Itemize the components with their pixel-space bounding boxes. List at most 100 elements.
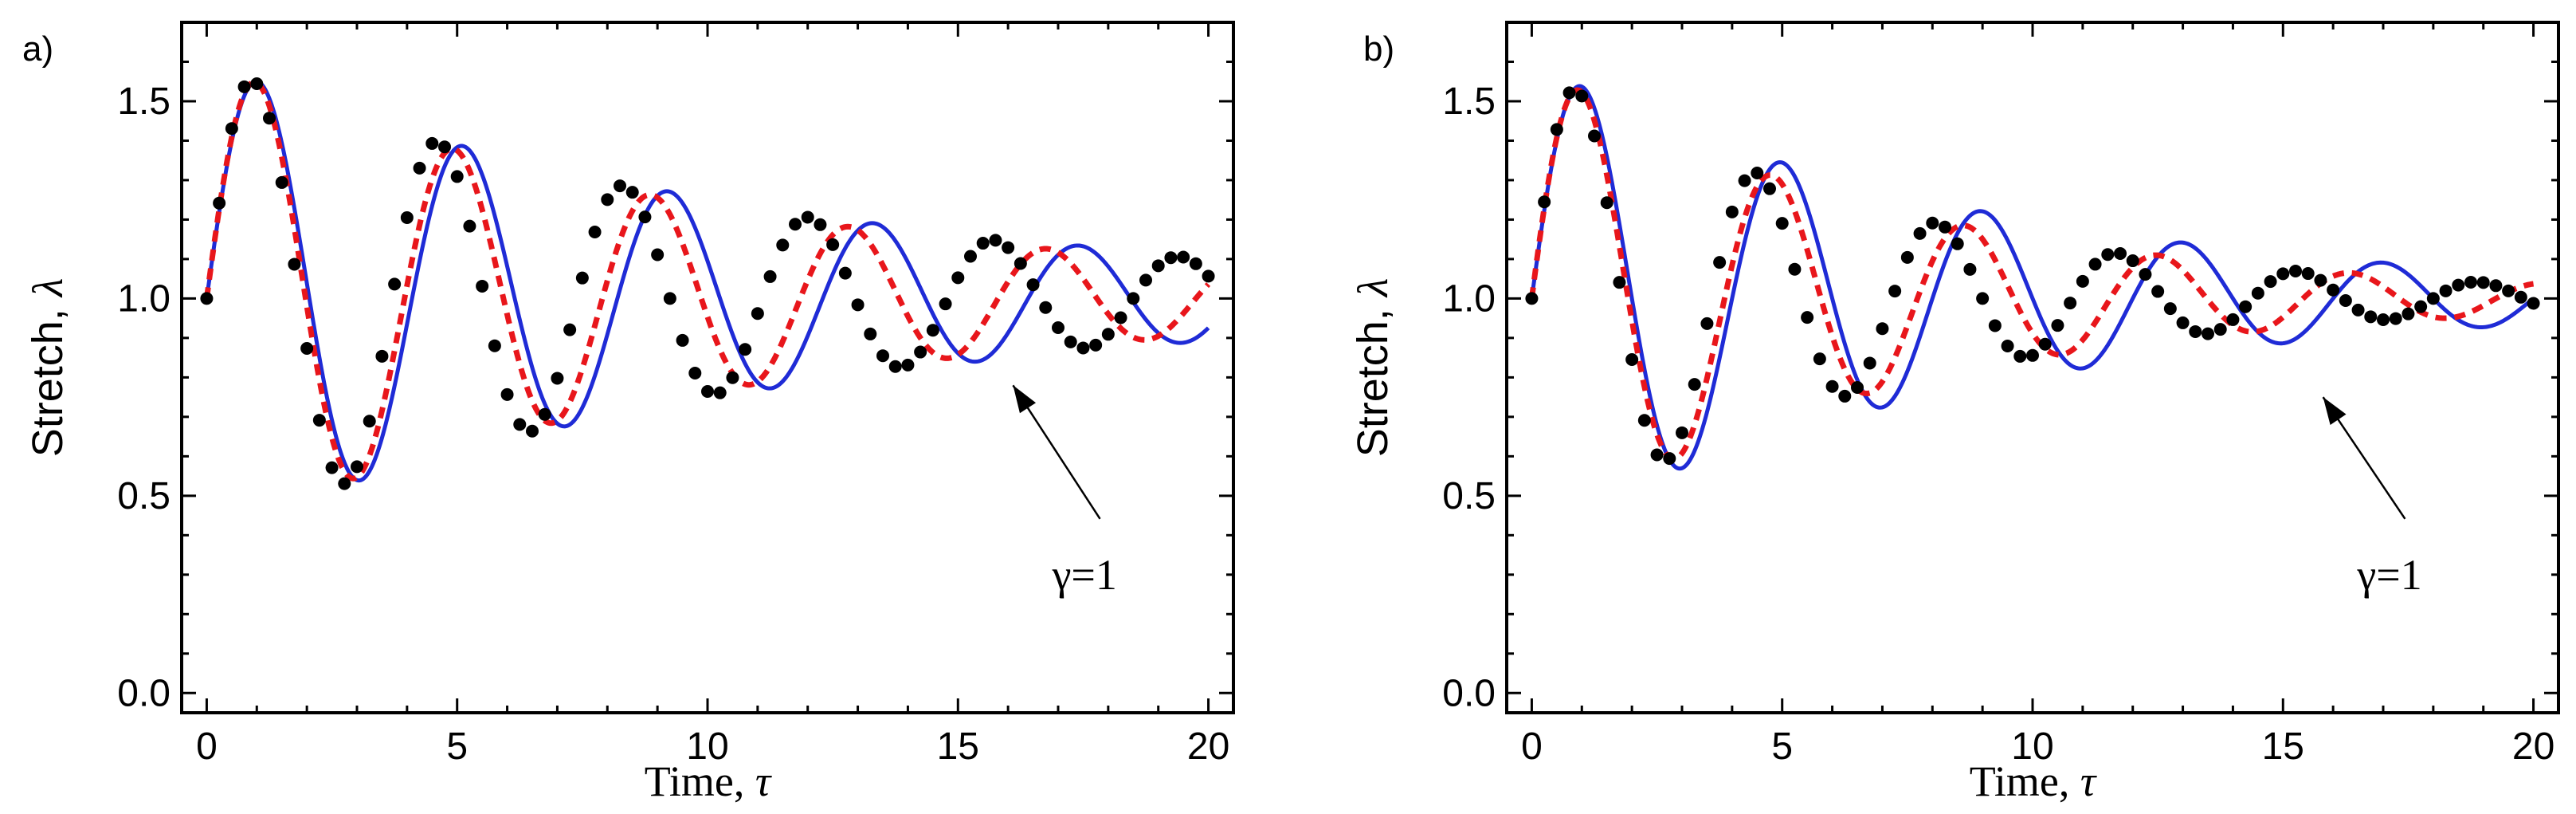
- data-point: [739, 343, 752, 356]
- data-point: [663, 292, 676, 305]
- data-point: [1913, 226, 1927, 240]
- data-point: [2452, 278, 2465, 292]
- data-point: [351, 460, 363, 474]
- data-point: [826, 238, 840, 251]
- data-point: [476, 279, 489, 293]
- annotation-label-a: γ=1: [1052, 551, 1117, 599]
- series-blue-solid: [1529, 84, 2535, 471]
- y-tick-label: 1.5: [1442, 81, 1496, 123]
- data-point: [2151, 285, 2165, 298]
- data-point: [263, 112, 276, 125]
- data-point: [2101, 248, 2115, 262]
- data-point: [964, 250, 977, 263]
- data-point: [951, 271, 965, 285]
- data-point: [1076, 341, 1090, 355]
- data-point: [200, 292, 214, 305]
- data-point: [1900, 250, 1914, 264]
- y-axis-symbol-a: λ: [24, 278, 72, 298]
- data-point: [2176, 316, 2190, 329]
- series-a: [200, 77, 1215, 490]
- data-point: [338, 477, 351, 490]
- data-point: [976, 237, 990, 250]
- panel-b: b) 0.0 0.5 1.0 1.5 0 5 10 15 20 Stretch, λ Time…: [1349, 21, 2560, 805]
- data-point: [2527, 297, 2540, 310]
- data-point: [1976, 292, 1990, 305]
- data-point: [1788, 262, 1802, 276]
- series-red-dashed: [1528, 87, 2535, 462]
- data-point: [526, 424, 539, 438]
- plot-frame-b: [1505, 21, 2560, 714]
- data-point: [1700, 317, 1714, 330]
- data-point: [225, 122, 238, 136]
- data-point: [1751, 166, 1764, 179]
- data-point: [488, 339, 501, 352]
- data-point: [1575, 89, 1589, 103]
- series-blue-solid: [204, 79, 1210, 483]
- data-point: [1801, 311, 1814, 324]
- data-point: [1951, 237, 1964, 250]
- data-point: [814, 218, 827, 231]
- x-axis-title-b: Time, τ: [1970, 757, 2097, 805]
- x-tick-label: 0: [196, 726, 218, 768]
- y-ticks-a: 0.0 0.5 1.0 1.5: [117, 60, 1233, 714]
- data-point: [2389, 312, 2402, 325]
- x-tick-label: 20: [1187, 726, 1229, 768]
- data-point: [1888, 285, 1902, 298]
- data-point: [1926, 216, 1939, 230]
- x-ticks-b: 0 5 10 15 20: [1521, 22, 2554, 768]
- data-point: [1613, 276, 1626, 289]
- data-point: [901, 358, 915, 372]
- data-point: [2327, 283, 2340, 297]
- data-point: [688, 366, 702, 379]
- y-tick-label: 1.0: [1442, 277, 1496, 320]
- x-axis-symbol-b: τ: [2080, 757, 2097, 805]
- series-b: [1525, 84, 2540, 471]
- data-point: [1600, 196, 1613, 210]
- data-point: [651, 248, 665, 262]
- data-point: [789, 218, 802, 231]
- y-ticks-b: 0.0 0.5 1.0 1.5: [1442, 60, 2558, 714]
- data-point: [563, 323, 577, 336]
- data-point: [300, 342, 314, 356]
- data-point: [1939, 220, 1951, 234]
- data-point: [864, 327, 877, 340]
- y-tick-label: 0.0: [117, 672, 171, 714]
- data-point: [2189, 324, 2202, 338]
- data-point: [1676, 426, 1688, 439]
- data-point: [250, 77, 264, 90]
- data-point: [2402, 307, 2415, 320]
- data-point: [1688, 378, 1701, 391]
- data-point: [1538, 195, 1551, 209]
- data-point: [776, 238, 790, 252]
- x-ticks-a: 0 5 10 15 20: [196, 22, 1229, 768]
- x-tick-label: 15: [2262, 726, 2304, 768]
- data-point: [801, 210, 814, 224]
- y-tick-label: 0.5: [117, 475, 171, 517]
- data-point: [1963, 262, 1977, 276]
- data-point: [1064, 335, 1077, 348]
- data-point: [2514, 290, 2527, 304]
- data-point: [2414, 300, 2428, 313]
- x-tick-label: 10: [686, 726, 728, 768]
- data-point: [601, 193, 614, 206]
- data-point: [1039, 301, 1053, 314]
- data-point: [1725, 205, 1739, 218]
- y-axis-title-text-b: Stretch,: [1349, 297, 1397, 457]
- data-point: [625, 186, 639, 199]
- data-point: [2038, 337, 2052, 351]
- data-point: [1851, 380, 1864, 394]
- data-point: [838, 266, 852, 280]
- data-point: [2126, 254, 2139, 268]
- data-point: [2226, 313, 2240, 326]
- data-point: [1127, 292, 1140, 305]
- data-point: [2377, 313, 2390, 327]
- data-point: [2351, 303, 2365, 317]
- data-point: [325, 461, 339, 474]
- x-axis-title-a: Time, τ: [645, 757, 772, 805]
- data-point: [438, 140, 451, 154]
- data-point: [2213, 323, 2227, 336]
- data-point: [363, 415, 376, 428]
- data-point: [213, 196, 226, 210]
- data-point: [2464, 276, 2477, 289]
- data-point: [2301, 267, 2315, 281]
